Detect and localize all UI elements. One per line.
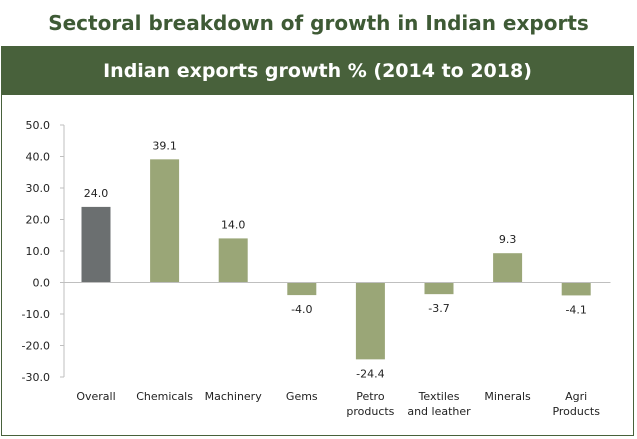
data-label: 14.0	[221, 218, 246, 231]
data-label: -3.7	[428, 302, 449, 315]
x-tick-label: Machinery	[205, 390, 263, 403]
y-tick-label: 20.0	[26, 214, 51, 227]
data-label: -4.1	[565, 303, 586, 316]
data-label: 24.0	[84, 187, 109, 200]
chart-title: Indian exports growth % (2014 to 2018)	[2, 47, 633, 95]
y-axis: 50.0 40.0 30.0 20.0 10.0 0.0 -10.0 -20.0 -30.0	[22, 119, 65, 384]
x-tick-label: Agri Products	[552, 390, 600, 418]
y-tick-label: 50.0	[26, 119, 51, 132]
x-tick-label: Minerals	[484, 390, 531, 403]
data-label: -24.4	[356, 367, 384, 380]
y-tick-label: -10.0	[22, 308, 50, 321]
y-tick-label: -20.0	[22, 340, 50, 353]
x-tick-label: Textiles and leather	[407, 390, 471, 418]
y-tick-label: 30.0	[26, 182, 51, 195]
bar	[493, 253, 523, 283]
chart-frame: Indian exports growth % (2014 to 2018) 5…	[1, 46, 634, 436]
bar	[81, 206, 111, 283]
x-tick-label: Chemicals	[136, 390, 193, 403]
data-label: -4.0	[291, 303, 312, 316]
bar	[287, 282, 317, 296]
y-tick-label: 0.0	[33, 277, 51, 290]
y-tick-label: 40.0	[26, 151, 51, 164]
bar	[150, 159, 180, 283]
x-axis: Overall Chemicals Machinery Gems Petro produc…	[64, 282, 611, 418]
x-tick-label: Overall	[76, 390, 115, 403]
x-tick-label: Petro products	[346, 390, 394, 418]
bar	[355, 282, 385, 360]
x-tick-label: Gems	[286, 390, 318, 403]
data-label: 39.1	[152, 139, 177, 152]
bar	[218, 238, 248, 283]
bar	[561, 282, 591, 296]
page-title: Sectoral breakdown of growth in Indian e…	[48, 11, 589, 35]
y-tick-label: -30.0	[22, 371, 50, 384]
bar-chart: 50.0 40.0 30.0 20.0 10.0 0.0 -10.0 -20.0 -30.0 2…	[22, 119, 611, 418]
bar	[424, 282, 454, 295]
bars: 24.0 39.1 14.0 -4.0 -24.4 -3.7 9.3 -4.1	[81, 139, 591, 380]
y-tick-label: 10.0	[26, 245, 51, 258]
data-label: 9.3	[499, 233, 517, 246]
